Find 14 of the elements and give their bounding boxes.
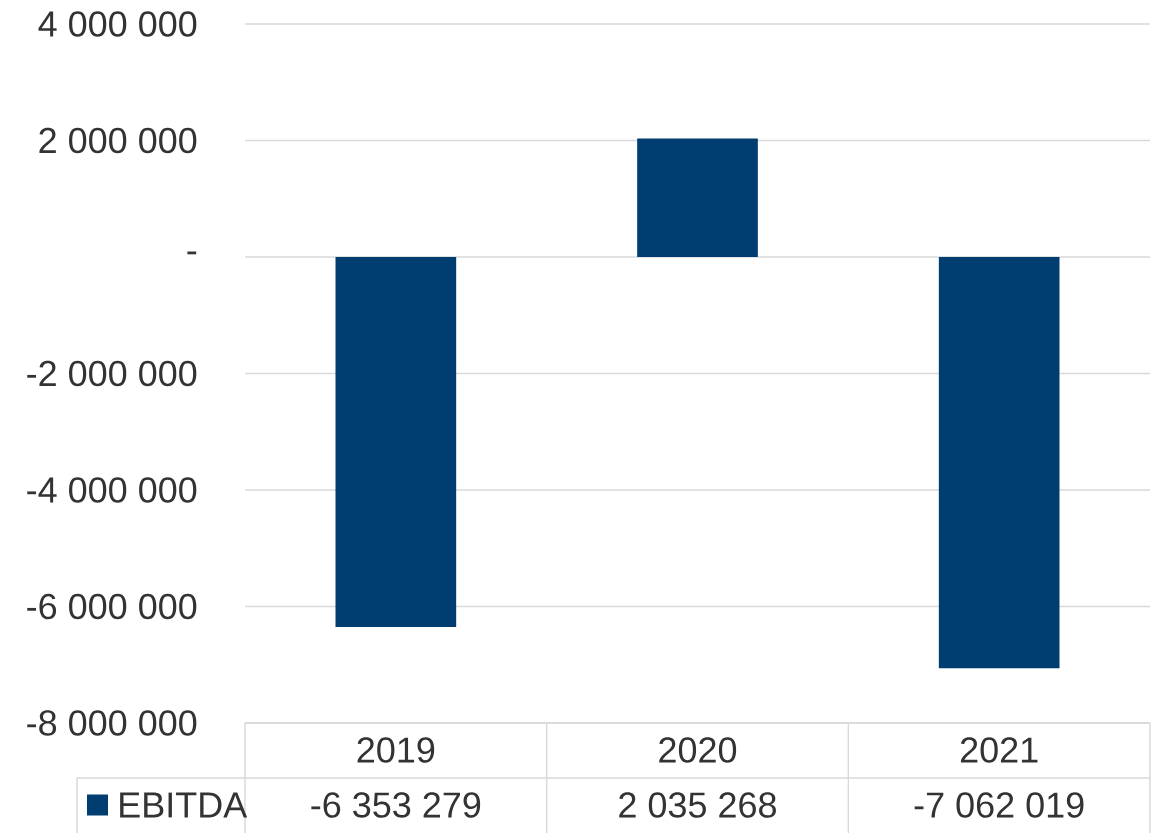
y-tick-label: - [187,251,197,255]
data-label: -6 353 279 [311,792,481,818]
y-tick-label: 2 000 000 [39,127,197,154]
y-tick-label: -6 000 000 [27,593,197,620]
x-tick-label: 2021 [960,737,1038,763]
x-tick-label: 2019 [357,737,435,763]
data-label: 2 035 268 [619,792,776,818]
y-tick-label: -4 000 000 [27,477,197,503]
y-tick-label: -8 000 000 [27,710,197,736]
x-tick-label: 2020 [659,737,737,763]
y-tick-label: -2 000 000 [27,360,197,387]
data-label: -7 062 019 [914,792,1084,818]
y-tick-label: 4 000 000 [38,11,197,37]
legend-label: EBITDA [120,792,248,818]
